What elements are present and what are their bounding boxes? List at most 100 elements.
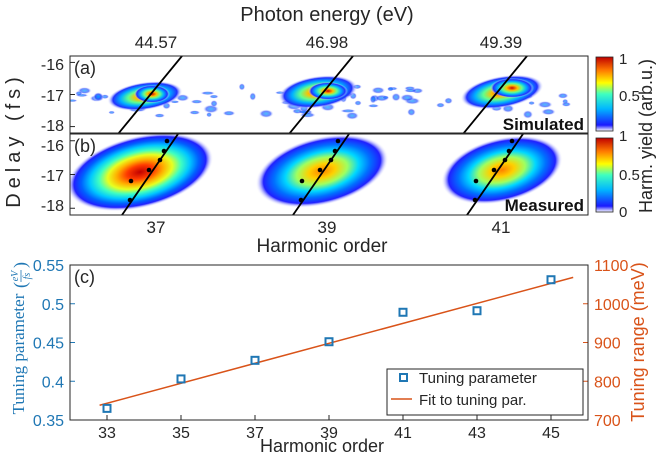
panel-c-ytick-right-label-1: 800 [594, 374, 621, 391]
colorbar-label: Harm. yield (arb.u.) [636, 59, 656, 213]
panel-c-label: (c) [74, 267, 95, 287]
colorbar-a [595, 56, 614, 132]
speckle [537, 100, 553, 109]
panel-c-xtick-label-1: 35 [172, 425, 190, 442]
speckle [522, 110, 534, 119]
measured-point-1-1 [299, 178, 305, 184]
legend: Tuning parameter Fit to tuning par. [386, 368, 584, 416]
colorbar-a-tick-1: 1 [619, 51, 627, 68]
bottom-tick-3: 41 [492, 218, 511, 237]
speckle [557, 92, 569, 99]
tuning-unit-numerator: eV [10, 269, 21, 281]
speckle [249, 92, 257, 101]
panel-c-ytick-label-1: 0.4 [42, 374, 64, 391]
tuning-point-0 [102, 403, 112, 413]
measured-point-0-5 [164, 138, 170, 144]
legend-label-tuning: Tuning parameter [419, 370, 537, 387]
speckle [208, 94, 219, 99]
panel-c-xtick-label-6: 45 [542, 425, 560, 442]
panel-a-ytick-2: -17 [41, 88, 64, 105]
svg-text:): ) [10, 262, 31, 268]
speckle [528, 101, 536, 106]
speckle [188, 110, 201, 115]
bottom-tick-2: 39 [318, 218, 337, 237]
legend-label-fit: Fit to tuning par. [419, 392, 527, 409]
colorbar-a-tick-05: 0.5 [619, 88, 640, 105]
speckle [258, 109, 274, 118]
panel-b-heatmap [70, 134, 588, 215]
panel-b-tag: Measured [505, 196, 584, 215]
speckle [399, 93, 415, 102]
speckle [407, 108, 416, 117]
speckle [222, 110, 236, 116]
colorbar-b-tick-05: 0.5 [619, 167, 640, 184]
speckle [403, 88, 418, 93]
panel-a-heatmap [70, 56, 588, 133]
speckle [108, 110, 116, 115]
panel-a-fit-line-1 [288, 56, 354, 133]
speckle [391, 92, 401, 102]
speckle [540, 108, 556, 116]
panel-b-ytick-1: -16 [41, 138, 64, 155]
panel-c-xtick-label-4: 41 [394, 425, 412, 442]
panel-c-xtick-label-3: 39 [320, 425, 338, 442]
panel-c-frame [69, 264, 589, 421]
measured-point-0-3 [157, 157, 163, 163]
speckle [367, 104, 380, 108]
panel-c-xtick-label-5: 43 [468, 425, 486, 442]
speckle [382, 95, 390, 100]
speckle [153, 113, 166, 118]
measured-point-0-2 [146, 167, 152, 173]
panel-c-ytick-right-label-2: 900 [594, 336, 621, 353]
delay-axis-label: Delay (fs) [3, 72, 25, 208]
tuning-point-1 [176, 374, 186, 384]
colorbar-b-tick-0: 0 [619, 204, 627, 221]
speckle [386, 86, 395, 92]
measured-point-1-0 [298, 197, 304, 203]
panel-a-fit-line-2 [462, 56, 528, 133]
measured-point-2-3 [502, 157, 508, 163]
measured-point-2-5 [509, 138, 515, 144]
tuning-point-4 [398, 307, 408, 317]
colorbar-b [595, 137, 614, 213]
tuning-point-2 [250, 355, 260, 365]
panel-c-ytick-right-label-0: 700 [594, 413, 621, 430]
speckle [70, 99, 78, 103]
panel-c-ytick-label-4: 0.55 [33, 258, 64, 275]
speckle [75, 90, 83, 96]
panel-a-label: (a) [74, 58, 96, 78]
panel-c-xtick-label-0: 33 [98, 425, 116, 442]
measured-point-2-2 [491, 167, 497, 173]
panel-c-xtick-label-2: 37 [246, 425, 264, 442]
tuning-point-5 [472, 306, 482, 316]
panel-a-ytick-1: -16 [41, 57, 64, 74]
measured-point-2-1 [473, 178, 479, 184]
panel-b-ytick-3: -18 [41, 198, 64, 215]
measured-point-1-2 [317, 167, 323, 173]
panel-c-ytick-right-label-4: 1100 [594, 258, 629, 275]
panel-c-ytick-label-0: 0.35 [33, 413, 64, 430]
panel-a-ytick-3: -18 [41, 118, 64, 135]
speckle [190, 99, 204, 104]
tuning-parameter-axis-label: Tuning parameter eV fs ( ) [9, 262, 33, 414]
top-axis-label: Photon energy (eV) [240, 4, 413, 26]
measured-point-2-4 [506, 148, 512, 154]
panel-c-ytick-right-label-3: 1000 [594, 297, 630, 314]
measured-point-0-1 [128, 178, 134, 184]
legend-marker-icon [399, 373, 408, 382]
speckle [354, 100, 362, 106]
speckle [238, 83, 246, 91]
measured-point-0-0 [127, 197, 133, 203]
panel-c-ytick-label-3: 0.5 [42, 297, 64, 314]
speckle [435, 102, 446, 108]
panel-b-ytick-2: -17 [41, 168, 64, 185]
speckle [369, 94, 377, 104]
svg-text:(: ( [10, 282, 31, 288]
top-tick-2: 46.98 [306, 33, 349, 52]
panel-c-xlabel: Harmonic order [260, 436, 384, 456]
measured-point-2-0 [472, 197, 478, 203]
speckle [371, 86, 386, 94]
speckle [93, 92, 104, 101]
tuning-point-3 [324, 337, 334, 347]
measured-point-0-4 [161, 148, 167, 154]
